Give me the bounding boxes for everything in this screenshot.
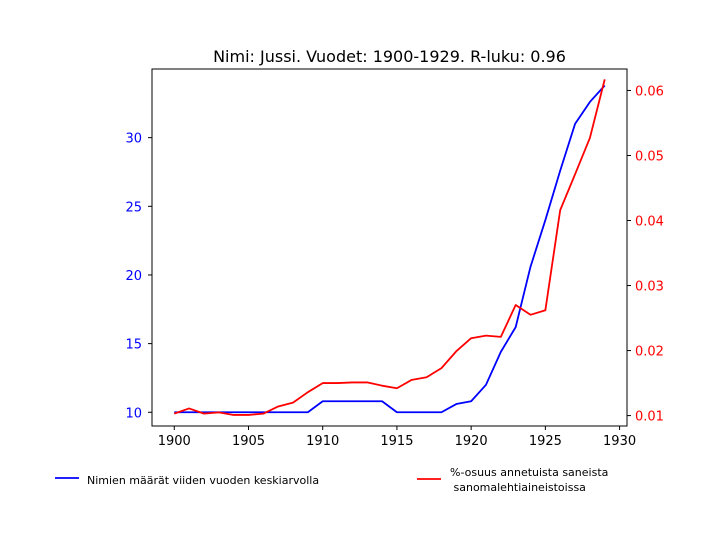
right-y-tick-label: 0.06	[635, 84, 664, 99]
right-y-tick-label: 0.03	[635, 280, 664, 295]
right-y-tick-label: 0.02	[635, 345, 664, 360]
x-tick-label: 1900	[158, 434, 191, 449]
x-tick-label: 1920	[455, 434, 488, 449]
x-tick-label: 1905	[232, 434, 265, 449]
left-y-tick-label: 20	[125, 269, 142, 284]
chart-title: Nimi: Jussi. Vuodet: 1900-1929. R-luku: …	[213, 47, 566, 66]
right-y-tick-label: 0.04	[635, 215, 664, 230]
legend-label-1: Nimien määrät viiden vuoden keskiarvolla	[87, 474, 319, 487]
x-tick-label: 1915	[380, 434, 413, 449]
right-y-tick-label: 0.05	[635, 149, 664, 164]
x-axis: 1900 1905 1910 1915 1920 1925 1930	[158, 426, 636, 449]
axes-frame	[151, 68, 628, 427]
legend-label-2: %-osuus annetuista saneista	[450, 466, 608, 479]
left-y-tick-label: 10	[125, 406, 142, 421]
legend-label-2: sanomalehtiaineistoissa	[450, 481, 586, 494]
right-y-axis: 0.01 0.02 0.03 0.04 0.05 0.06	[627, 84, 664, 425]
series-line-1	[174, 84, 606, 414]
x-tick-label: 1910	[306, 434, 339, 449]
right-y-tick-label: 0.01	[635, 410, 664, 425]
left-y-tick-label: 25	[125, 200, 142, 215]
left-y-axis: 10 15 20 25 30	[125, 132, 152, 421]
legend: Nimien määrät viiden vuoden keskiarvolla…	[55, 466, 608, 494]
x-tick-label: 1925	[529, 434, 562, 449]
x-tick-label: 1930	[603, 434, 636, 449]
left-y-tick-label: 15	[125, 338, 142, 353]
left-y-tick-label: 30	[125, 132, 142, 147]
series-line-2	[173, 79, 606, 416]
